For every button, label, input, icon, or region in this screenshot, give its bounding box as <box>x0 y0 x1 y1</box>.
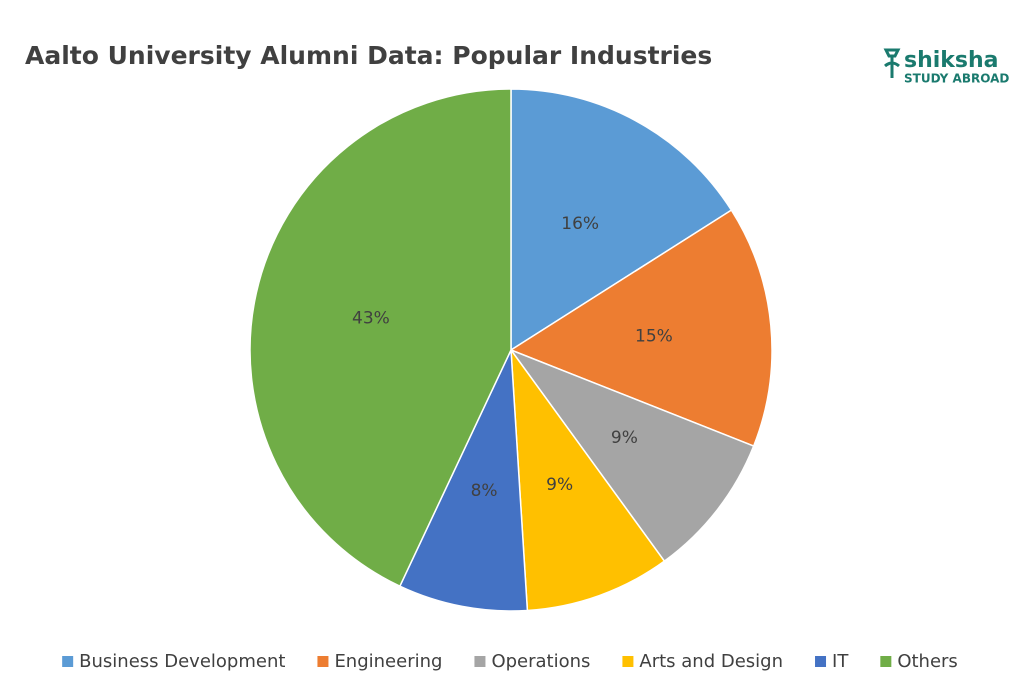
data-label: 15% <box>635 326 673 346</box>
logo-icon <box>883 48 901 78</box>
legend-label: Business Development <box>79 651 285 672</box>
legend-label: Arts and Design <box>639 651 783 672</box>
data-label: 43% <box>352 309 390 329</box>
data-label: 9% <box>611 428 638 448</box>
legend-swatch <box>62 656 74 667</box>
logo-tagline: STUDY ABROAD <box>904 72 1009 86</box>
legend-label: Others <box>897 651 958 672</box>
data-label: 16% <box>561 214 599 234</box>
pie-slice <box>510 88 733 352</box>
logo: shiksha STUDY ABROAD <box>883 48 1009 86</box>
pie-slice <box>508 348 755 563</box>
legend-swatch <box>815 656 827 667</box>
data-label: 9% <box>546 475 573 495</box>
legend-label: IT <box>832 651 849 672</box>
logo-name: shiksha <box>904 48 999 73</box>
pie-slice <box>509 209 773 448</box>
chart-title: Aalto University Alumni Data: Popular In… <box>25 41 712 70</box>
data-label: 8% <box>471 481 498 501</box>
pie-slice <box>398 349 529 612</box>
pie-slice <box>249 88 512 588</box>
legend-label: Operations <box>491 651 590 672</box>
pie-slice <box>510 347 666 612</box>
legend-swatch <box>317 656 329 667</box>
legend-label: Engineering <box>334 651 442 672</box>
legend-swatch <box>474 656 486 667</box>
legend-swatch <box>622 656 634 667</box>
legend-swatch <box>880 656 892 667</box>
